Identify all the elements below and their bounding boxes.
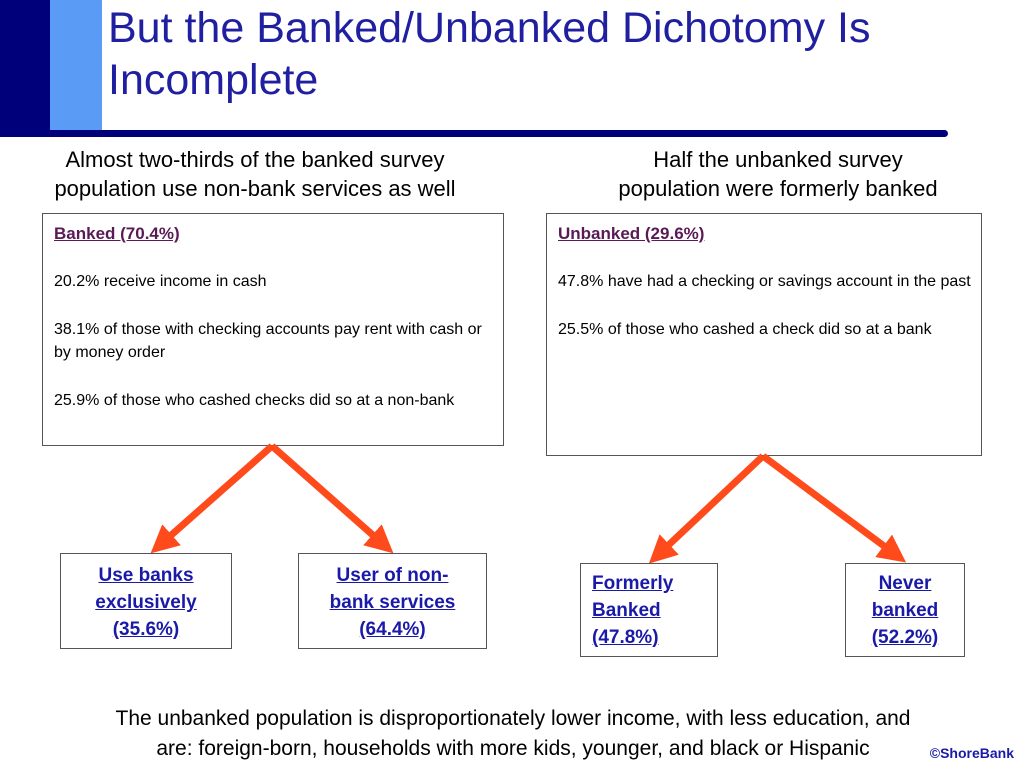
banked-stat-rent: 38.1% of those with checking accounts pa… [54,321,482,361]
copyright-label: ©ShoreBank [929,745,1014,761]
arrow-to-never-banked [760,453,907,563]
arrow-to-formerly-banked [648,453,766,564]
arrow-to-non-bank [269,443,394,554]
footer-note: The unbanked population is disproportion… [115,707,911,760]
banked-panel-heading: Banked (70.4%) [54,224,180,243]
unbanked-stat-past-account: 47.8% have had a checking or savings acc… [558,273,971,290]
title-accent-bar-light [50,0,102,136]
unbanked-subtitle: Half the unbanked survey population were… [618,147,938,201]
title-accent-bar-dark [0,0,50,136]
node-never-banked: Never banked (52.2%) [845,563,965,657]
node-non-bank-services: User of non- bank services (64.4%) [298,553,487,649]
node-use-banks-exclusively: Use banks exclusively (35.6%) [60,553,232,649]
unbanked-panel: Unbanked (29.6%) 47.8% have had a checki… [546,213,982,456]
node-formerly-banked: Formerly Banked (47.8%) [580,563,718,657]
unbanked-panel-heading: Unbanked (29.6%) [558,224,705,243]
unbanked-stat-check-cashing: 25.5% of those who cashed a check did so… [558,321,932,338]
banked-stat-check-cashing: 25.9% of those who cashed checks did so … [54,392,455,409]
banked-subtitle: Almost two-thirds of the banked survey p… [54,147,456,201]
title-underline-rule [0,130,948,137]
arrow-to-use-banks [150,443,275,554]
slide-title: But the Banked/Unbanked Dichotomy Is Inc… [108,4,871,104]
banked-panel: Banked (70.4%) 20.2% receive income in c… [42,213,504,446]
banked-stat-cash-income: 20.2% receive income in cash [54,273,267,290]
